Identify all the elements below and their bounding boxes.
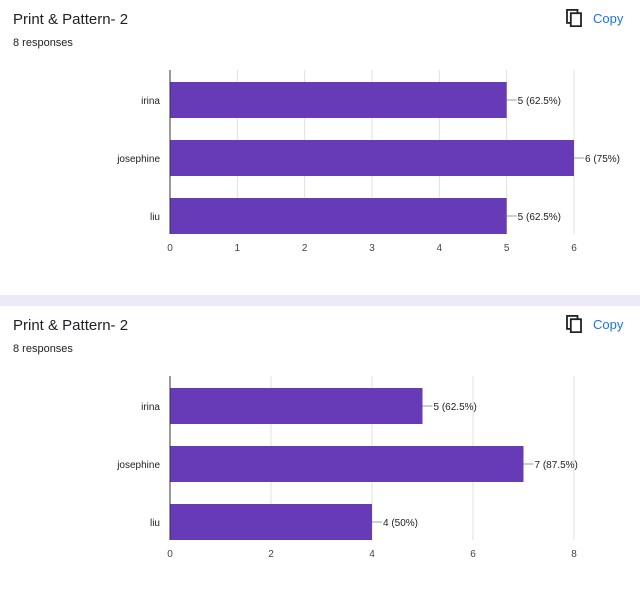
- bar-chart: 0 2 4 6 8 irina 5 (62.5%) josephine 7 (87.5%) liu…: [116, 376, 578, 560]
- category-label: liu: [150, 212, 160, 223]
- copy-button[interactable]: Copy: [566, 314, 623, 334]
- data-label: 6 (75%): [585, 154, 620, 165]
- bar-liu: [170, 504, 372, 540]
- x-tick-label: 4: [437, 243, 443, 254]
- copy-label: Copy: [593, 316, 624, 332]
- data-label: 5 (62.5%): [518, 96, 561, 107]
- response-count: 8 responses: [13, 343, 73, 355]
- bar-josephine: [170, 446, 524, 482]
- bar-irina: [170, 82, 507, 118]
- copy-icon: [566, 315, 582, 333]
- card-title: Print & Pattern- 2: [13, 317, 129, 334]
- data-label: 7 (87.5%): [535, 460, 578, 471]
- data-label: 5 (62.5%): [434, 402, 477, 413]
- data-label: 4 (50%): [383, 518, 418, 529]
- data-label: 5 (62.5%): [518, 212, 561, 223]
- x-tick-label: 4: [369, 549, 375, 560]
- x-tick-label: 6: [470, 549, 476, 560]
- x-tick-label: 5: [504, 243, 510, 254]
- category-label: irina: [141, 402, 160, 413]
- category-label: irina: [141, 96, 160, 107]
- x-tick-label: 2: [302, 243, 308, 254]
- chart-card: Print & Pattern- 2 8 responses Copy 0 2 4 6…: [0, 306, 640, 601]
- chart-card: Print & Pattern- 2 8 responses Copy 0 1 2 3…: [0, 0, 640, 295]
- category-label: josephine: [116, 154, 160, 165]
- x-tick-label: 3: [369, 243, 375, 254]
- x-tick-label: 1: [235, 243, 241, 254]
- x-tick-label: 0: [167, 243, 173, 254]
- x-tick-label: 2: [268, 549, 274, 560]
- card-title: Print & Pattern- 2: [13, 11, 129, 28]
- x-tick-label: 8: [571, 549, 577, 560]
- x-tick-label: 0: [167, 549, 173, 560]
- copy-label: Copy: [593, 10, 624, 26]
- copy-icon: [566, 9, 582, 27]
- bar-irina: [170, 388, 423, 424]
- response-count: 8 responses: [13, 37, 73, 49]
- card-separator: [0, 295, 640, 306]
- x-tick-label: 6: [571, 243, 577, 254]
- copy-button[interactable]: Copy: [566, 8, 623, 28]
- bar-chart: 0 1 2 3 4 5 6 irina 5 (62.5%) josephine 6 (75%) liu…: [116, 70, 620, 254]
- category-label: liu: [150, 518, 160, 529]
- category-label: josephine: [116, 460, 160, 471]
- bar-liu: [170, 198, 507, 234]
- bar-josephine: [170, 140, 574, 176]
